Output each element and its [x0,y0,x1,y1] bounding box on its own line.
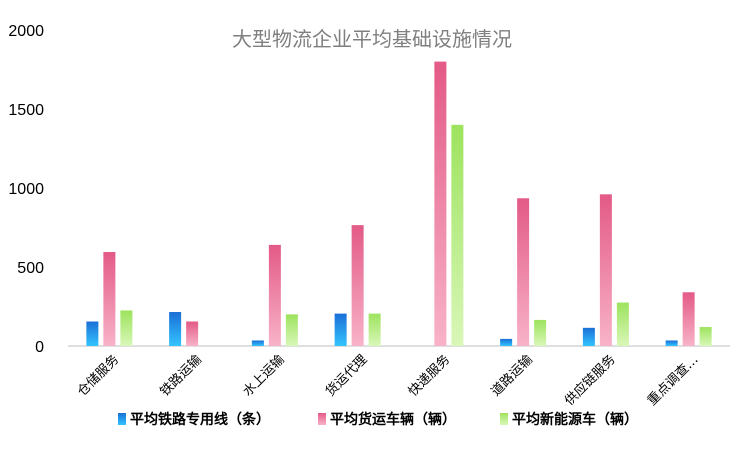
bar-series-1-1 [103,251,116,346]
bar-series-2-8 [699,327,712,346]
x-tick-label: 仓储服务 [74,352,122,400]
bar-series-0-3 [251,340,264,346]
legend: 平均铁路专用线（条） 平均货运车辆（辆） 平均新能源车（辆） [118,411,638,428]
y-tick-label: 500 [17,260,44,277]
bar-series-0-1 [86,321,99,346]
bar-series-2-1 [120,310,133,346]
bar-series-1-8 [682,292,695,346]
y-tick-label: 0 [35,339,44,356]
bar-series-2-6 [534,319,547,346]
y-tick-label: 1500 [8,102,44,119]
bar-series-1-7 [599,194,612,346]
x-tick-label: 供应链服务 [561,352,618,409]
bar-series-1-4 [351,225,364,346]
bar-series-0-4 [334,313,347,346]
legend-swatch [318,413,326,425]
bar-series-0-2 [169,312,182,346]
bar-series-2-7 [616,302,629,346]
legend-swatch [500,413,508,425]
x-tick-label: 水上运输 [240,352,288,400]
bar-series-2-4 [368,313,381,346]
bar-series-1-3 [268,244,281,346]
legend-label: 平均铁路专用线（条） [130,411,270,428]
y-tick-label: 2000 [8,23,44,40]
legend-label: 平均新能源车（辆） [512,411,638,428]
x-tick-label: 道路运输 [488,352,536,400]
x-tick-labels: 仓储服务 铁路运输 水上运输 货运代理 快递服务 道路运输 供应链服务 重点调查… [74,352,701,409]
y-tick-label: 1000 [8,181,44,198]
bar-series-2-3 [285,314,298,346]
bars [86,61,712,346]
x-tick-label: 铁路运输 [157,352,205,400]
bar-series-0-7 [582,327,595,346]
bar-series-1-2 [186,321,199,346]
x-tick-label: 货运代理 [322,352,370,400]
y-axis: 0 500 1000 1500 2000 [8,23,44,356]
chart-title: 大型物流企业平均基础设施情况 [232,27,512,51]
bar-series-0-6 [500,338,513,346]
bar-series-2-5 [451,124,464,346]
x-tick-label: 快递服务 [405,352,453,400]
legend-swatch [118,413,126,425]
x-tick-label: 重点调查… [644,352,701,409]
bar-series-0-8 [665,340,678,346]
bar-series-1-6 [517,198,530,346]
legend-label: 平均货运车辆（辆） [330,411,456,428]
bar-series-1-5 [434,61,447,346]
